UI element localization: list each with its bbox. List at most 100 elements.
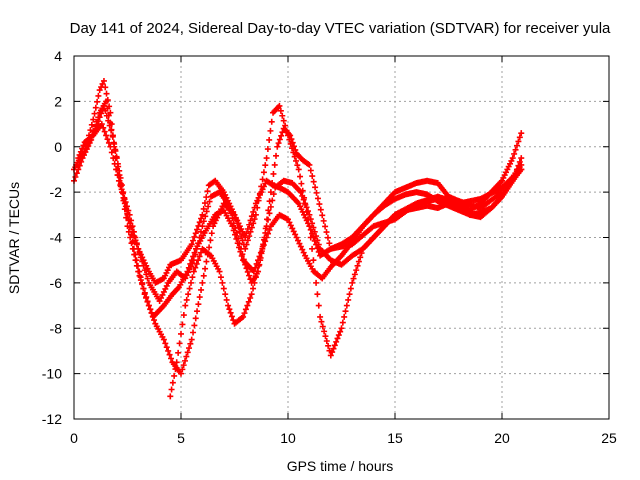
data-point bbox=[244, 268, 251, 275]
data-point bbox=[243, 241, 250, 248]
data-point bbox=[76, 151, 83, 158]
data-point bbox=[175, 349, 182, 356]
data-point bbox=[309, 245, 316, 252]
data-point bbox=[279, 112, 286, 119]
data-point bbox=[106, 122, 113, 129]
data-point bbox=[248, 224, 255, 231]
data-point bbox=[357, 254, 364, 261]
data-point bbox=[138, 279, 145, 286]
data-point bbox=[237, 245, 244, 252]
data-point bbox=[191, 233, 198, 240]
data-point bbox=[330, 345, 337, 352]
data-point bbox=[156, 298, 163, 305]
data-point bbox=[95, 92, 102, 99]
data-point bbox=[288, 136, 295, 143]
data-point bbox=[297, 243, 304, 250]
data-point bbox=[190, 329, 197, 336]
data-point bbox=[101, 128, 108, 135]
data-point bbox=[252, 264, 259, 271]
data-point bbox=[307, 216, 314, 223]
data-point bbox=[129, 223, 136, 230]
data-point bbox=[227, 210, 234, 217]
data-point bbox=[515, 138, 522, 145]
data-point bbox=[315, 302, 322, 309]
data-point bbox=[125, 207, 132, 214]
data-point bbox=[190, 268, 197, 275]
data-point bbox=[316, 201, 323, 208]
data-point bbox=[318, 318, 325, 325]
data-point bbox=[293, 234, 300, 241]
data-point bbox=[226, 306, 233, 313]
data-point bbox=[355, 258, 362, 265]
data-point bbox=[222, 291, 229, 298]
data-point bbox=[280, 117, 287, 124]
data-point bbox=[317, 313, 324, 320]
data-point bbox=[167, 393, 174, 400]
data-point bbox=[259, 176, 266, 183]
data-point bbox=[353, 267, 360, 274]
y-tick-label: 0 bbox=[54, 139, 62, 155]
data-point bbox=[262, 162, 269, 169]
data-point bbox=[194, 226, 201, 233]
data-point bbox=[331, 342, 338, 349]
data-point bbox=[227, 309, 234, 316]
data-point bbox=[319, 323, 326, 330]
data-point bbox=[102, 107, 109, 114]
data-point bbox=[289, 225, 296, 232]
data-point bbox=[342, 308, 349, 315]
data-point bbox=[228, 313, 235, 320]
data-point bbox=[144, 275, 151, 282]
data-point bbox=[196, 294, 203, 301]
data-point bbox=[169, 379, 176, 386]
series-track-d bbox=[167, 166, 525, 400]
data-point bbox=[267, 127, 274, 134]
data-point bbox=[310, 257, 317, 264]
data-point bbox=[92, 104, 99, 111]
data-point bbox=[108, 127, 115, 134]
data-point bbox=[254, 204, 261, 211]
x-tick-label: 25 bbox=[601, 430, 617, 446]
data-point bbox=[185, 291, 192, 298]
data-point bbox=[233, 229, 240, 236]
data-point bbox=[509, 155, 516, 162]
data-point bbox=[107, 143, 114, 150]
data-point bbox=[309, 220, 316, 227]
data-point bbox=[204, 188, 211, 195]
data-point bbox=[112, 146, 119, 153]
data-point bbox=[171, 372, 178, 379]
data-point bbox=[99, 106, 106, 113]
data-point bbox=[263, 155, 270, 162]
data-point bbox=[260, 241, 267, 248]
data-point bbox=[206, 198, 213, 205]
data-point bbox=[229, 215, 236, 222]
data-point bbox=[137, 254, 144, 261]
data-point bbox=[195, 240, 202, 247]
data-point bbox=[320, 217, 327, 224]
data-point bbox=[333, 338, 340, 345]
y-tick-label: -2 bbox=[50, 184, 63, 200]
data-point bbox=[286, 219, 293, 226]
data-point bbox=[300, 196, 307, 203]
data-point bbox=[102, 84, 109, 91]
data-point bbox=[313, 279, 320, 286]
data-point bbox=[163, 282, 170, 289]
data-point bbox=[293, 157, 300, 164]
data-point bbox=[225, 200, 232, 207]
data-point bbox=[166, 351, 173, 358]
data-point bbox=[299, 246, 306, 253]
data-point bbox=[173, 359, 180, 366]
data-point bbox=[270, 170, 277, 177]
y-tick-label: -4 bbox=[50, 230, 63, 246]
data-point bbox=[147, 306, 154, 313]
data-point bbox=[160, 288, 167, 295]
data-point bbox=[189, 274, 196, 281]
data-point bbox=[72, 174, 79, 180]
data-point bbox=[104, 136, 111, 143]
series-track-e bbox=[75, 121, 525, 305]
data-point bbox=[118, 186, 125, 193]
data-point bbox=[135, 245, 142, 252]
data-point bbox=[257, 254, 264, 261]
data-point bbox=[236, 228, 243, 235]
data-point bbox=[299, 192, 306, 199]
data-point bbox=[310, 178, 317, 185]
